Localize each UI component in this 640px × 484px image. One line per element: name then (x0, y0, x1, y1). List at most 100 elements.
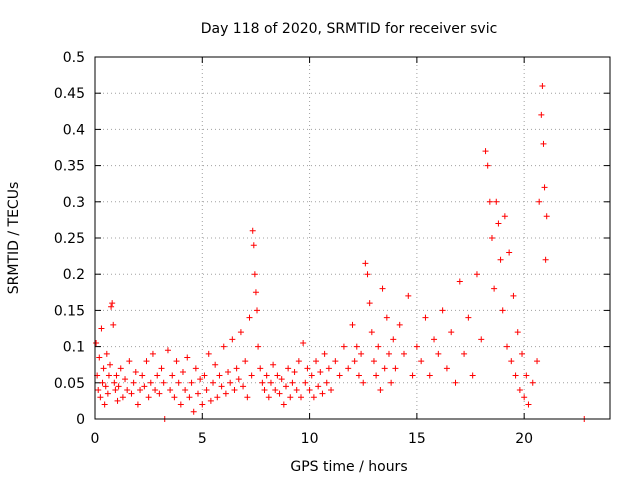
y-tick-label: 0.45 (54, 86, 85, 102)
data-point (499, 307, 506, 314)
data-point (422, 314, 429, 321)
data-point (456, 278, 463, 285)
data-point (431, 336, 438, 343)
data-point (282, 383, 289, 390)
data-point (207, 397, 214, 404)
data-point (201, 372, 208, 379)
data-point (401, 350, 407, 357)
data-point (364, 271, 371, 278)
data-point (237, 329, 244, 336)
data-point (508, 358, 515, 365)
data-point (276, 390, 283, 397)
data-point (188, 379, 195, 386)
data-point (521, 394, 528, 401)
data-point (265, 394, 272, 401)
chart-title: Day 118 of 2020, SRMTID for receiver svi… (201, 21, 498, 37)
data-point (272, 387, 279, 394)
data-point (93, 339, 100, 346)
data-point (251, 271, 258, 278)
data-point (171, 394, 178, 401)
data-point (117, 365, 124, 372)
data-point (439, 307, 446, 314)
data-point (293, 387, 300, 394)
data-point (109, 300, 116, 307)
data-point (240, 383, 247, 390)
data-point (385, 350, 392, 357)
data-point (152, 387, 159, 394)
data-point (536, 198, 543, 205)
y-tick-label: 0.2 (63, 267, 85, 283)
data-point (164, 347, 171, 354)
data-point (278, 376, 285, 383)
data-point (375, 343, 382, 350)
data-point (229, 336, 236, 343)
data-point (280, 401, 287, 408)
data-point (295, 358, 302, 365)
data-point (482, 148, 489, 155)
data-point (469, 372, 476, 379)
data-point (516, 387, 523, 394)
data-point (108, 303, 115, 310)
data-point (192, 365, 199, 372)
data-point (381, 365, 388, 372)
data-point (212, 361, 219, 368)
data-point (186, 394, 193, 401)
data-point (534, 358, 541, 365)
data-point (105, 372, 112, 379)
data-point (315, 383, 322, 390)
data-point (510, 292, 517, 299)
data-point (495, 220, 502, 227)
data-point (362, 260, 369, 267)
data-point (216, 372, 223, 379)
data-point (98, 325, 105, 332)
data-point (461, 350, 468, 357)
data-point (231, 387, 238, 394)
data-point (270, 361, 277, 368)
data-point (141, 383, 148, 390)
plot-frame (94, 56, 611, 420)
data-point (263, 372, 270, 379)
y-axis-label: SRMTID / TECUs (6, 182, 22, 295)
data-point (130, 379, 137, 386)
y-tick-label: 0.25 (54, 231, 85, 247)
data-point (254, 307, 261, 314)
data-point (101, 401, 108, 408)
data-point (97, 394, 104, 401)
data-point (205, 350, 212, 357)
data-point (169, 372, 176, 379)
data-point (160, 379, 167, 386)
data-point (308, 372, 315, 379)
data-point (426, 372, 433, 379)
data-point (115, 383, 122, 390)
data-point (287, 394, 294, 401)
data-point (358, 350, 365, 357)
data-point (222, 390, 229, 397)
data-point (285, 365, 292, 372)
data-point (289, 379, 296, 386)
data-point (255, 343, 262, 350)
data-point (119, 394, 126, 401)
data-point (147, 379, 154, 386)
data-point (225, 368, 232, 375)
data-point (409, 372, 416, 379)
data-point (218, 383, 225, 390)
data-point (203, 387, 210, 394)
data-point (488, 235, 495, 241)
y-tick-label: 0.15 (54, 303, 85, 319)
data-point (349, 321, 356, 328)
data-point (112, 387, 119, 394)
data-point (227, 379, 234, 386)
data-point (370, 358, 377, 365)
data-point (99, 379, 106, 386)
data-point (529, 379, 536, 386)
data-point (383, 314, 390, 321)
data-point (235, 376, 242, 383)
data-point (114, 397, 121, 404)
data-point (113, 372, 120, 379)
data-point (313, 358, 320, 365)
data-point (132, 368, 139, 375)
data-point (214, 394, 221, 401)
data-point (379, 285, 386, 292)
data-point (448, 329, 455, 336)
